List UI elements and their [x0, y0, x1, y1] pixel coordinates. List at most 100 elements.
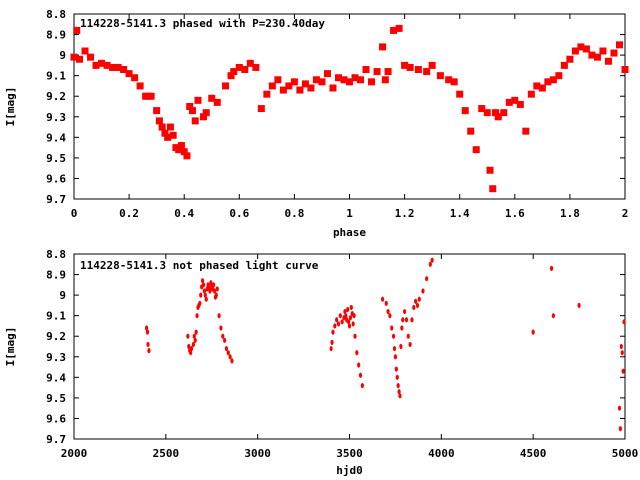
data-point: [257, 105, 265, 113]
data-point: [203, 292, 207, 298]
data-point: [408, 341, 412, 348]
data-point: [610, 49, 618, 57]
data-point: [136, 82, 144, 90]
data-point: [379, 43, 387, 51]
data-point: [92, 61, 100, 69]
data-point: [329, 345, 333, 352]
data-point: [226, 350, 230, 356]
data-point: [235, 63, 243, 71]
data-point: [395, 24, 403, 32]
data-point: [357, 76, 365, 84]
data-point: [207, 284, 211, 290]
y-tick-label: 9.2: [46, 330, 66, 343]
y-tick-label: 8.9: [46, 29, 66, 42]
y-tick-label: 9.4: [46, 371, 66, 384]
data-point: [415, 302, 420, 308]
plot-frame-2: [73, 253, 626, 440]
data-point: [516, 100, 524, 108]
data-point: [219, 325, 223, 331]
data-point: [368, 78, 376, 86]
data-point: [478, 105, 486, 113]
x-tick-label: 2: [622, 207, 629, 220]
x-tick-label: 5000: [612, 447, 639, 460]
data-point: [76, 55, 84, 63]
data-point: [340, 319, 344, 325]
data-point: [549, 265, 554, 271]
x-tick-label: 1: [346, 207, 353, 220]
data-point: [230, 68, 238, 76]
y-tick-label: 9.2: [46, 90, 66, 103]
data-point: [406, 63, 414, 71]
data-point: [395, 374, 399, 380]
data-point: [98, 59, 106, 67]
data-point: [164, 133, 172, 141]
x-tick-label: 0.8: [284, 207, 304, 220]
data-point: [381, 76, 389, 84]
data-point: [394, 366, 398, 372]
data-point: [588, 51, 596, 59]
data-point: [445, 76, 453, 84]
x-tick-label: 2000: [61, 447, 88, 460]
data-point: [353, 333, 357, 339]
data-point: [209, 280, 213, 286]
data-point: [312, 76, 320, 84]
data-point: [492, 109, 500, 117]
data-point: [214, 292, 218, 298]
data-point: [144, 325, 149, 331]
data-point: [428, 261, 432, 267]
data-point: [109, 63, 117, 71]
data-point: [414, 66, 422, 73]
data-point: [604, 57, 612, 65]
data-point: [621, 66, 629, 73]
data-point: [199, 113, 207, 121]
data-point: [200, 278, 205, 284]
x-tick-label: 3000: [244, 447, 271, 460]
data-point: [390, 26, 398, 34]
data-point: [147, 92, 155, 100]
data-point: [191, 341, 195, 348]
data-point: [615, 41, 623, 49]
data-point: [191, 117, 199, 125]
data-point: [355, 350, 359, 356]
data-point: [347, 323, 352, 329]
data-point: [483, 109, 491, 117]
data-point: [195, 313, 199, 319]
data-point: [436, 72, 444, 80]
x-tick-label: 0: [71, 207, 78, 220]
data-point: [391, 333, 396, 339]
data-point: [346, 319, 351, 325]
data-point: [397, 389, 401, 395]
data-point: [489, 185, 497, 193]
data-point: [343, 308, 347, 315]
data-point: [400, 325, 404, 331]
data-point: [538, 84, 546, 92]
data-point: [620, 350, 624, 356]
data-point: [198, 300, 202, 306]
data-point: [551, 313, 555, 319]
data-point: [384, 68, 392, 76]
data-point: [410, 317, 414, 323]
data-point: [461, 107, 469, 115]
data-point: [246, 59, 254, 67]
y-tick-label: 9.7: [46, 193, 66, 206]
x-tick-label: 4000: [428, 447, 455, 460]
data-point: [340, 76, 348, 84]
data-point: [401, 61, 409, 69]
data-point: [183, 152, 191, 160]
data-point: [456, 90, 464, 98]
data-point: [87, 53, 95, 61]
x-axis-label: hjd0: [336, 464, 363, 477]
data-point: [204, 296, 208, 302]
data-point: [593, 53, 601, 61]
data-point: [622, 319, 626, 325]
x-tick-label: 1.8: [560, 207, 580, 220]
data-point: [166, 123, 174, 131]
plot-frame-1: [73, 13, 626, 200]
data-point: [268, 82, 276, 90]
y-tick-label: 9: [59, 289, 66, 302]
data-point: [386, 308, 390, 315]
data-point: [158, 123, 166, 131]
data-point: [301, 80, 309, 88]
data-point: [486, 166, 494, 174]
